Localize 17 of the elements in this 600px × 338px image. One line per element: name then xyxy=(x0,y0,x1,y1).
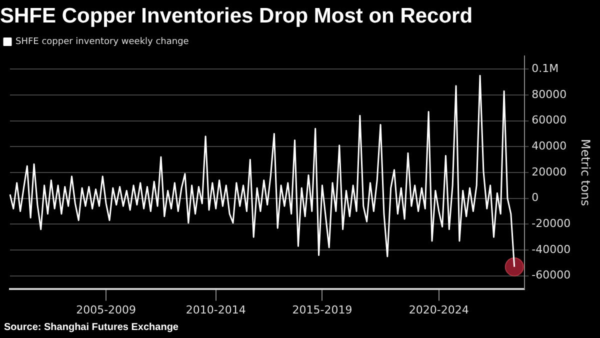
y-tick-label: -20000 xyxy=(532,217,571,230)
y-tick-label: -60000 xyxy=(532,268,571,282)
x-tick-label: 2020-2024 xyxy=(408,303,469,316)
y-axis-title: Metric tons xyxy=(578,138,593,206)
y-tick-label: 0.1M xyxy=(532,62,559,75)
y-tick-label: 0 xyxy=(532,191,539,204)
y-tick-label: -40000 xyxy=(532,242,571,256)
x-tick-label: 2015-2019 xyxy=(292,303,352,316)
y-tick-label: 40000 xyxy=(532,140,567,153)
chart-title: SHFE Copper Inventories Drop Most on Record xyxy=(0,4,473,28)
y-tick-label: 20000 xyxy=(532,165,567,178)
legend-label: SHFE copper inventory weekly change xyxy=(16,37,190,48)
x-tick-label: 2010-2014 xyxy=(186,303,246,316)
x-tick-label: 2005-2009 xyxy=(76,303,136,316)
source-note: Source: Shanghai Futures Exchange xyxy=(3,321,180,335)
y-tick-label: 60000 xyxy=(532,114,567,127)
y-tick-label: 80000 xyxy=(532,88,567,101)
